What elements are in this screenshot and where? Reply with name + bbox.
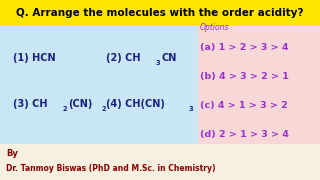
Text: (c) 4 > 1 > 3 > 2: (c) 4 > 1 > 3 > 2 — [200, 101, 288, 110]
Text: (3) CH: (3) CH — [13, 99, 47, 109]
Text: (1) HCN: (1) HCN — [13, 53, 55, 63]
Text: 3: 3 — [189, 106, 193, 112]
Text: 2: 2 — [102, 106, 106, 112]
Text: By: By — [6, 149, 18, 158]
Text: (CN): (CN) — [68, 99, 93, 109]
Text: (4) CH(CN): (4) CH(CN) — [106, 99, 164, 109]
Text: Dr. Tanmoy Biswas (PhD and M.Sc. in Chemistry): Dr. Tanmoy Biswas (PhD and M.Sc. in Chem… — [6, 164, 216, 173]
Text: (d) 2 > 1 > 3 > 4: (d) 2 > 1 > 3 > 4 — [200, 130, 289, 139]
Text: (2) CH: (2) CH — [106, 53, 140, 63]
Text: Options: Options — [200, 23, 229, 32]
FancyBboxPatch shape — [0, 26, 198, 144]
Text: (a) 1 > 2 > 3 > 4: (a) 1 > 2 > 3 > 4 — [200, 43, 289, 52]
Text: 2: 2 — [63, 106, 67, 112]
Text: Q. Arrange the molecules with the order acidity?: Q. Arrange the molecules with the order … — [16, 8, 304, 18]
Text: (b) 4 > 3 > 2 > 1: (b) 4 > 3 > 2 > 1 — [200, 72, 289, 81]
FancyBboxPatch shape — [0, 144, 320, 180]
FancyBboxPatch shape — [198, 26, 320, 144]
FancyBboxPatch shape — [0, 0, 320, 26]
Text: 3: 3 — [156, 60, 160, 66]
Text: CN: CN — [161, 53, 177, 63]
